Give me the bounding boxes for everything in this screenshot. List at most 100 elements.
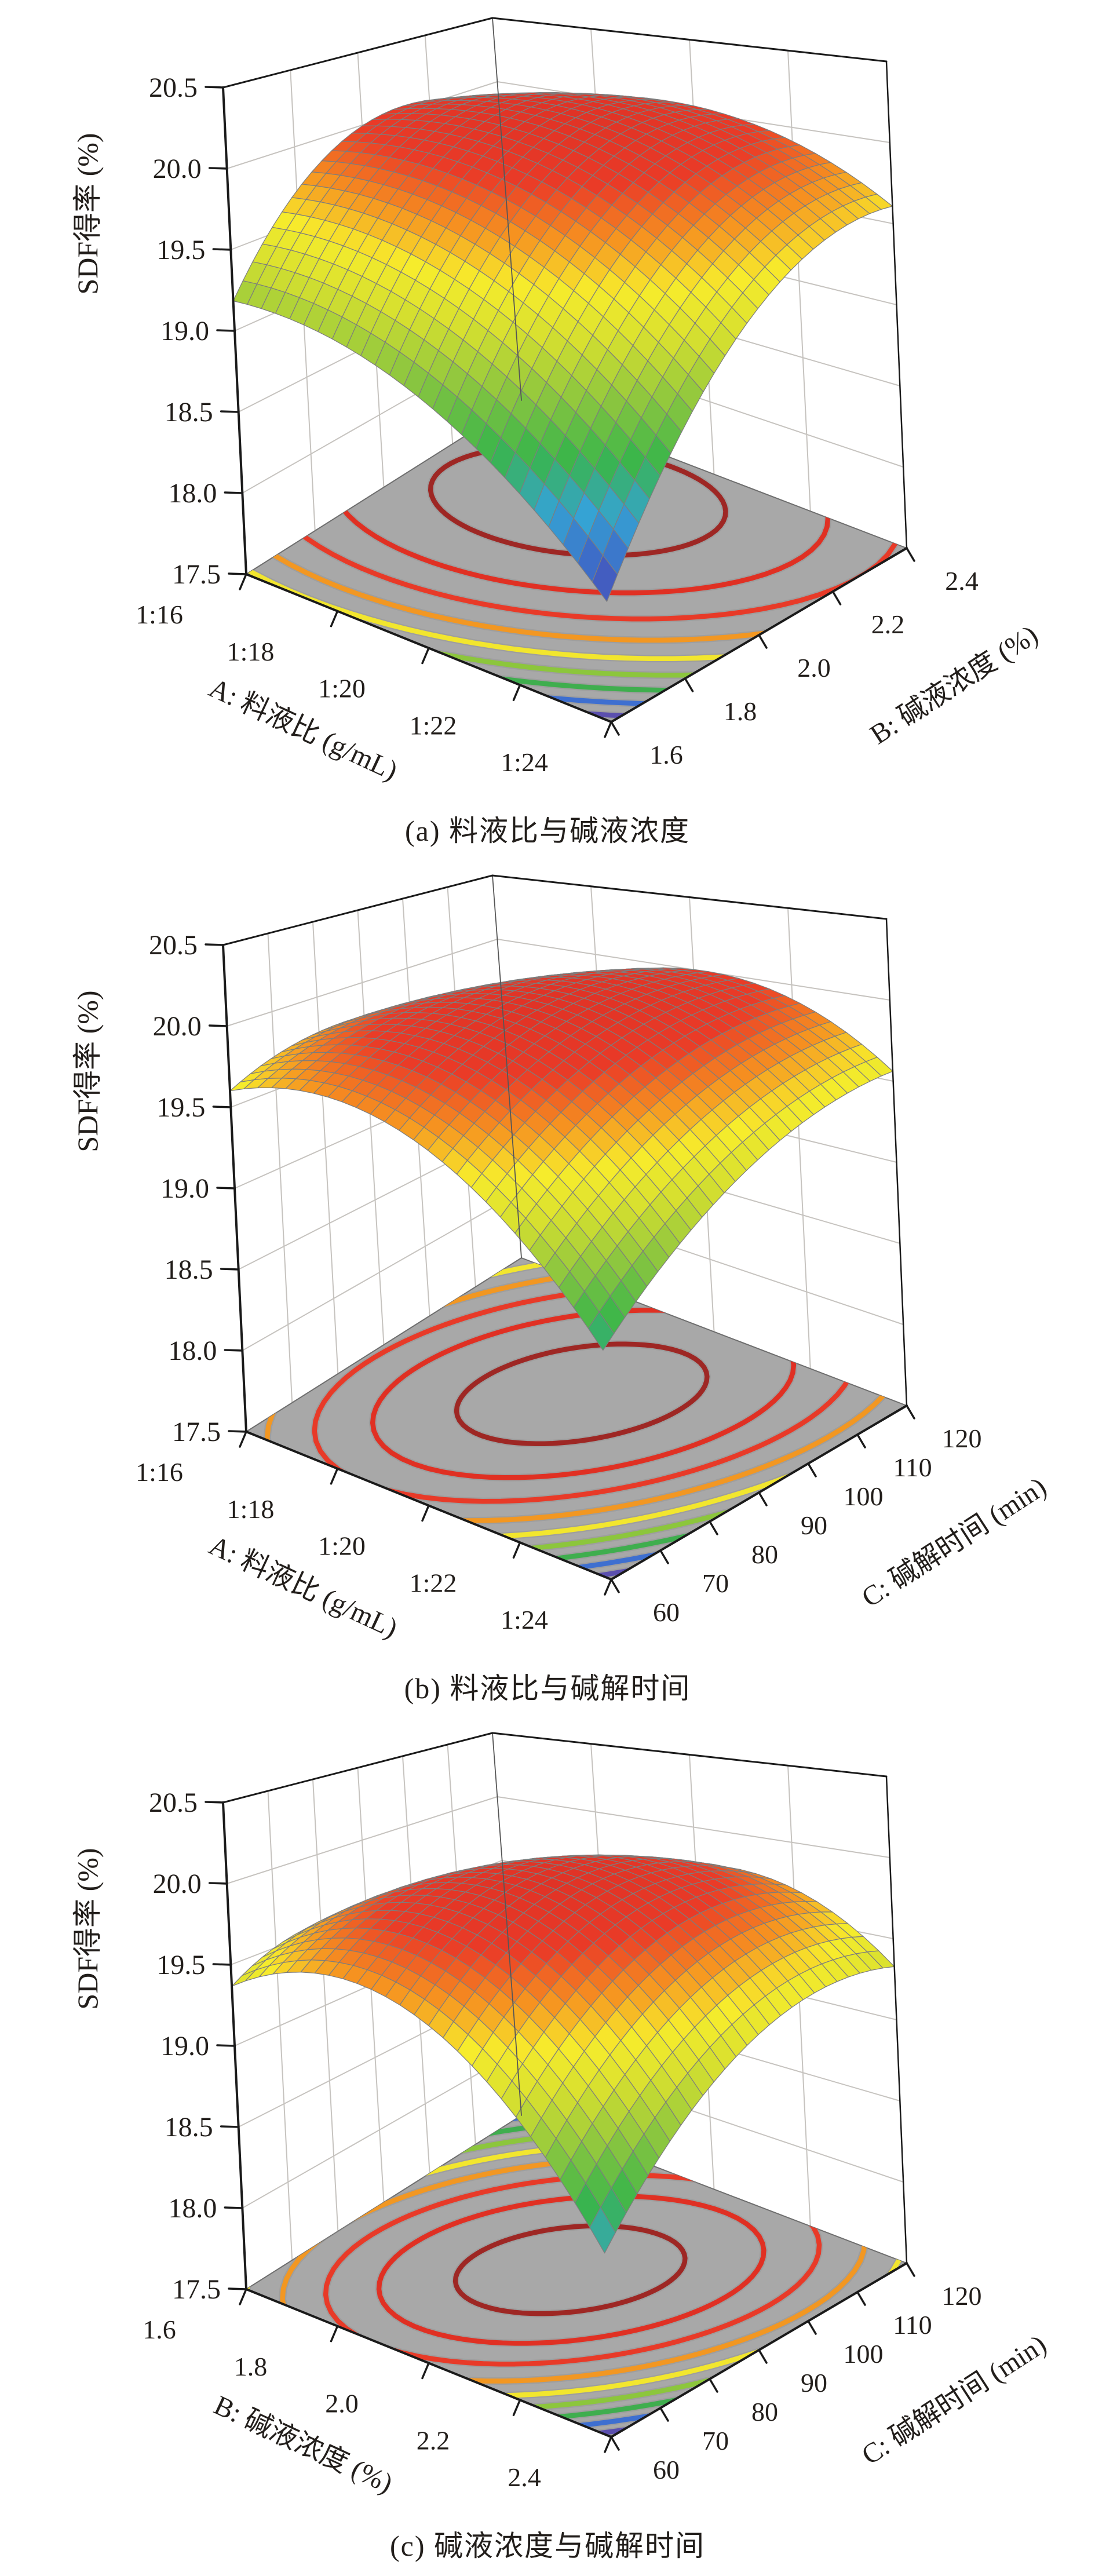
x-tick-label: 2.2 xyxy=(417,2425,450,2455)
surface-mesh xyxy=(232,92,893,602)
y-tick xyxy=(758,634,768,649)
z-tick xyxy=(228,1430,247,1433)
y-tick-label: 70 xyxy=(702,2426,729,2455)
y-tick xyxy=(831,590,842,605)
y-tick-label: 70 xyxy=(702,1568,729,1598)
z-tick xyxy=(220,410,240,413)
x-tick-label: 2.0 xyxy=(325,2389,359,2418)
y-tick-label: 110 xyxy=(893,1453,932,1482)
contour-ring xyxy=(246,400,907,693)
z-tick xyxy=(224,491,244,494)
contour-ring xyxy=(454,1341,710,1447)
contour-ring xyxy=(452,2223,688,2316)
y-tick xyxy=(659,1549,669,1564)
contour-ring xyxy=(376,2194,767,2346)
y-tick-label: 100 xyxy=(844,2339,884,2369)
z-tick xyxy=(205,943,224,946)
x-tick xyxy=(421,2362,430,2380)
y-tick xyxy=(906,547,915,562)
surface-plot-c: 17.5 18.0 18.5 19.0 19.5 20.0 20.5 1.6 1.8 2.0 2.2… xyxy=(71,1732,1052,2500)
z-tick-label: 18.5 xyxy=(165,1254,213,1285)
x-tick-label: 1.6 xyxy=(143,2315,176,2344)
right-corner-edge xyxy=(885,918,908,1407)
back-corner-edge xyxy=(492,875,522,1258)
x-tick-label: 1.8 xyxy=(234,2352,268,2381)
z-tick xyxy=(216,329,236,332)
z-tick-label: 20.0 xyxy=(153,154,202,184)
y-tick xyxy=(906,1404,915,1420)
y-tick xyxy=(610,721,620,736)
z-tick xyxy=(216,2044,236,2047)
top-right-edge xyxy=(491,1732,888,1778)
y-tick xyxy=(709,1520,718,1535)
surface-cell xyxy=(592,554,618,602)
z-axis-title: SDF得率 (%) xyxy=(71,133,104,294)
x-tick xyxy=(512,684,521,701)
z-tick xyxy=(220,2125,240,2128)
caption-a: (a) 料液比与碱液浓度 xyxy=(405,815,690,847)
surface-cell xyxy=(587,1311,615,1351)
x-tick xyxy=(512,1541,521,1559)
contour-ring xyxy=(246,400,907,678)
right-corner-edge xyxy=(885,1775,908,2264)
z-tick-label: 18.5 xyxy=(165,397,213,428)
x-tick-label: 1:24 xyxy=(501,1605,548,1634)
response-surface-figure-b: 17.5 18.0 18.5 19.0 19.5 20.0 20.5 1:16 1:18 1:20… xyxy=(0,867,1095,1718)
x-tick-label: 1:20 xyxy=(318,1531,366,1561)
x-tick xyxy=(330,2325,339,2343)
y-tick-label: 110 xyxy=(893,2310,932,2340)
z-axis-title: SDF得率 (%) xyxy=(71,990,104,1152)
x-tick xyxy=(330,1468,339,1485)
y-tick-label: 1.6 xyxy=(649,740,683,769)
y-tick-label: 1.8 xyxy=(724,696,757,726)
z-tick-label: 17.5 xyxy=(172,1417,221,1447)
y-tick xyxy=(684,677,694,692)
y-tick xyxy=(856,1433,866,1448)
y-tick-label: 60 xyxy=(653,2455,680,2484)
z-tick-label: 18.0 xyxy=(168,2193,217,2224)
caption-b: (b) 料液比与碱解时间 xyxy=(404,1672,691,1705)
y-tick xyxy=(610,1578,620,1593)
y-tick-label: 120 xyxy=(942,2281,982,2311)
y-tick-label: 80 xyxy=(751,2397,778,2427)
y-tick-label: 80 xyxy=(751,1539,778,1569)
x-tick xyxy=(421,647,430,665)
y-tick xyxy=(758,1491,768,1506)
z-tick-label: 19.0 xyxy=(160,2031,209,2061)
z-tick xyxy=(224,1349,244,1352)
back-corner-edge xyxy=(492,17,522,401)
surface-mesh xyxy=(231,1854,895,2254)
x-tick xyxy=(604,721,612,738)
x-tick-label: 1:16 xyxy=(136,600,183,629)
y-tick xyxy=(659,2407,669,2422)
surface-mesh xyxy=(229,967,893,1351)
x-tick xyxy=(512,2399,521,2416)
x-tick-label: 1:18 xyxy=(227,637,275,666)
x-tick-label: 1:22 xyxy=(410,1568,457,1597)
y-tick xyxy=(807,1462,817,1477)
contour-ring xyxy=(428,443,728,558)
x-axis-title: B: 碱液浓度 (%) xyxy=(209,2390,397,2500)
x-axis-title: A: 料液比 (g/mL) xyxy=(205,673,402,787)
y-tick-label: 120 xyxy=(942,1424,982,1453)
x-tick-label: 1:20 xyxy=(318,674,366,703)
y-axis-title: C: 碱解时间 (min) xyxy=(856,2329,1052,2471)
top-right-edge xyxy=(491,17,888,63)
y-tick-label: 90 xyxy=(801,2368,827,2398)
x-tick xyxy=(604,1578,612,1596)
z-tick-label: 19.0 xyxy=(160,316,209,346)
surface-plot-b: 17.5 18.0 18.5 19.0 19.5 20.0 20.5 1:16 1:18 1:20… xyxy=(71,874,1052,1644)
z-tick xyxy=(208,167,228,170)
surface-cell xyxy=(589,2206,616,2254)
z-tick-label: 19.5 xyxy=(156,1950,205,1980)
z-tick-label: 17.5 xyxy=(172,2274,221,2305)
y-tick-label: 90 xyxy=(801,1510,827,1540)
z-tick-label: 17.5 xyxy=(172,559,221,590)
x-axis-title: A: 料液比 (g/mL) xyxy=(205,1530,402,1644)
x-tick xyxy=(421,1504,430,1522)
y-tick-label: 100 xyxy=(844,1482,884,1511)
response-surface-figure-a: 17.5 18.0 18.5 19.0 19.5 20.0 20.5 1:16 1:18 1:20… xyxy=(0,9,1095,861)
y-tick-label: 2.0 xyxy=(797,653,831,683)
z-tick-label: 19.5 xyxy=(156,1092,205,1123)
z-tick-label: 18.0 xyxy=(168,478,217,509)
